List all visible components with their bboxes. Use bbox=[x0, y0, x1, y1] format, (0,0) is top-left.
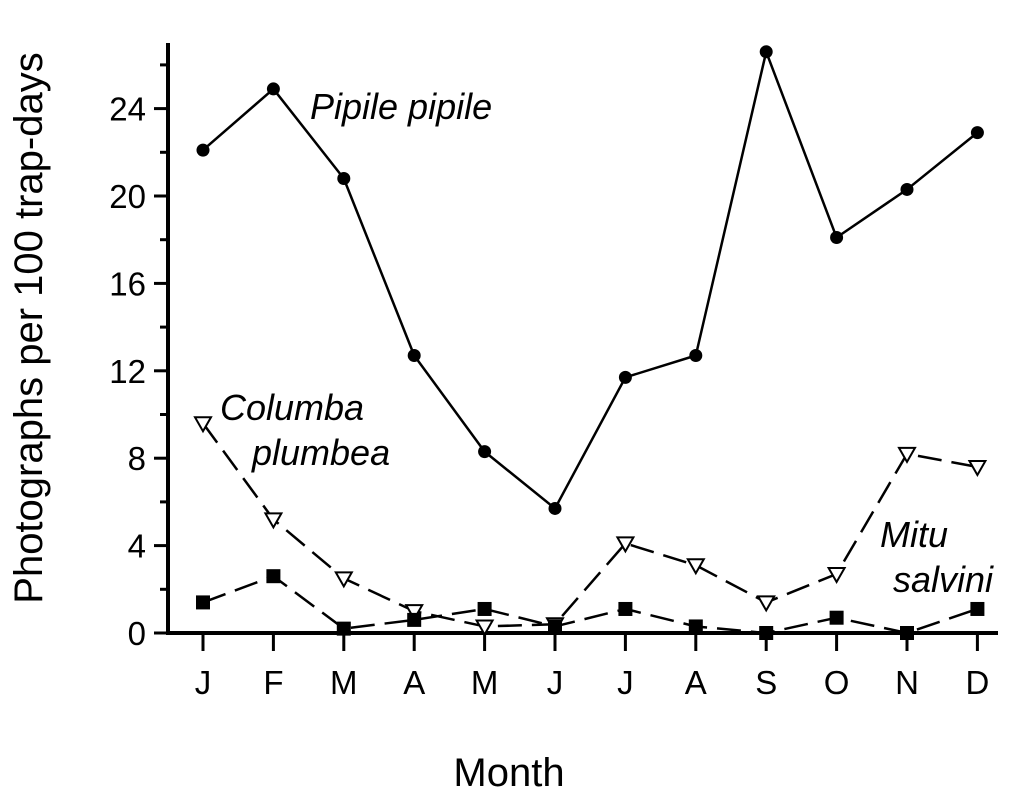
data-point bbox=[897, 446, 917, 464]
data-point bbox=[900, 182, 914, 196]
data-point bbox=[686, 558, 706, 576]
series-line bbox=[201, 422, 978, 628]
x-tick-label: A bbox=[403, 664, 425, 701]
x-tick-label: M bbox=[471, 664, 499, 701]
data-point bbox=[193, 416, 213, 434]
series-label: plumbea bbox=[251, 432, 390, 473]
y-axis-title: Photographs per 100 trap-days bbox=[7, 52, 51, 603]
axes: 0 4 8 12 16 20 24 J F M A M J J A S O N D bbox=[109, 43, 998, 701]
x-tick-label: F bbox=[263, 664, 283, 701]
data-point bbox=[618, 601, 633, 616]
data-point bbox=[967, 459, 988, 477]
data-point bbox=[970, 126, 984, 140]
x-tick-label: O bbox=[824, 664, 850, 701]
data-point bbox=[407, 612, 422, 627]
data-point bbox=[615, 536, 636, 554]
data-point bbox=[548, 501, 562, 515]
y-tick-label: 0 bbox=[128, 615, 146, 652]
data-point bbox=[829, 610, 844, 625]
x-tick-label: J bbox=[547, 664, 564, 701]
series-label: Mitu bbox=[880, 514, 948, 555]
data-point bbox=[970, 601, 985, 616]
y-tick-label: 20 bbox=[109, 178, 146, 215]
data-point bbox=[266, 569, 281, 584]
x-tick-label: A bbox=[685, 664, 707, 701]
y-tick-label: 12 bbox=[109, 353, 146, 390]
x-tick-label: M bbox=[330, 664, 358, 701]
data-point bbox=[266, 82, 280, 96]
data-point bbox=[759, 626, 774, 640]
series-line bbox=[202, 574, 978, 635]
data-point bbox=[263, 512, 284, 530]
y-tick-label: 4 bbox=[128, 528, 146, 565]
series-label: Pipile pipile bbox=[310, 86, 492, 127]
data-point bbox=[337, 172, 351, 186]
data-point bbox=[826, 567, 847, 585]
data-point bbox=[336, 621, 351, 636]
data-point bbox=[477, 601, 492, 616]
series-mitu-salvini bbox=[196, 569, 985, 640]
y-tick-label: 24 bbox=[109, 91, 146, 128]
series-pipile-pipile bbox=[196, 45, 984, 515]
data-point bbox=[404, 604, 424, 622]
series-line bbox=[202, 50, 979, 510]
data-point bbox=[478, 445, 492, 459]
series-label: salvini bbox=[893, 559, 994, 600]
x-tick-label: J bbox=[617, 664, 634, 701]
series-label: Columba bbox=[220, 387, 364, 428]
data-point bbox=[196, 595, 210, 610]
data-point bbox=[548, 619, 562, 634]
data-point bbox=[830, 231, 844, 245]
y-tick-label: 8 bbox=[128, 440, 146, 477]
data-point bbox=[196, 143, 210, 157]
data-point bbox=[334, 571, 354, 589]
x-tick-label: S bbox=[755, 664, 777, 701]
data-point bbox=[618, 370, 632, 384]
data-point bbox=[900, 626, 914, 640]
data-point bbox=[688, 619, 703, 634]
y-tick-label: 16 bbox=[109, 265, 146, 302]
x-tick-label: N bbox=[895, 664, 919, 701]
data-point bbox=[407, 349, 421, 363]
data-point bbox=[474, 619, 495, 637]
data-point bbox=[756, 595, 776, 613]
data-point bbox=[759, 45, 773, 59]
x-tick-label: D bbox=[965, 664, 989, 701]
x-tick-label: J bbox=[195, 664, 212, 701]
x-axis-title: Month bbox=[453, 751, 564, 795]
series-layer bbox=[193, 45, 988, 640]
data-point bbox=[689, 349, 703, 363]
